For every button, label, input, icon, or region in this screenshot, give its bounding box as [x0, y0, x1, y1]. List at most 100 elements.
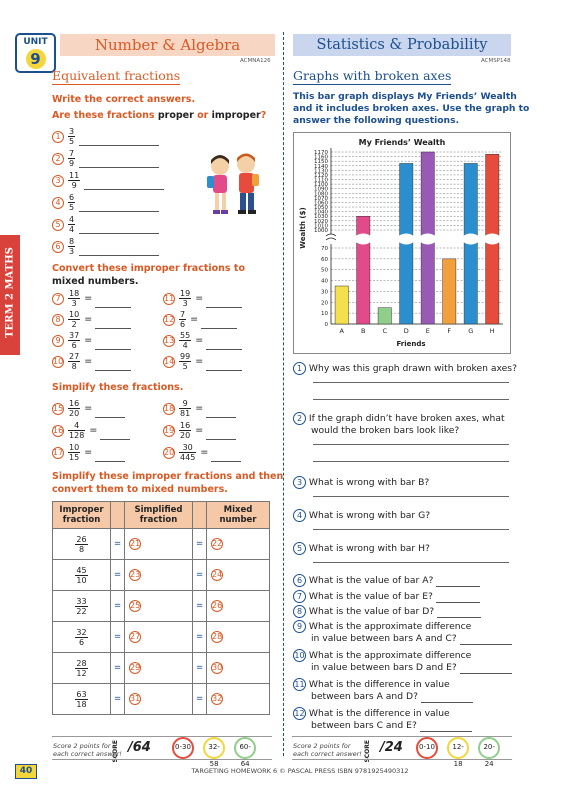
answer-line[interactable] [79, 244, 160, 256]
simplified-cell[interactable]: 23 [124, 559, 193, 591]
answer-line[interactable] [95, 338, 132, 350]
fraction: 33 22 [75, 597, 88, 616]
answer-line[interactable] [420, 693, 473, 703]
answer-line[interactable] [206, 338, 243, 350]
score-note-left-2: each correct answer! [53, 750, 122, 758]
answer-line[interactable] [84, 178, 165, 190]
question-number: 13 [163, 334, 175, 347]
question-text: What is the approximate difference [308, 621, 472, 632]
bar-b-lower [356, 241, 371, 325]
score-note-right: Score 2 points for each correct answer! [293, 742, 362, 758]
answer-number: 21 [129, 538, 141, 550]
eq-cell: = [192, 683, 207, 715]
question-number: 2 [52, 152, 64, 165]
answer-line[interactable] [95, 406, 126, 418]
fraction: 10 2 [68, 310, 81, 329]
score-note-right-1: Score 2 points for [293, 742, 351, 750]
bar-e-upper [420, 151, 435, 237]
eq-cell: = [192, 590, 207, 622]
answer-line[interactable] [313, 529, 509, 530]
answer-line[interactable] [95, 450, 126, 462]
simplified-cell[interactable]: 25 [124, 590, 193, 622]
denominator: 8 [71, 362, 77, 371]
mixed-cell[interactable]: 24 [206, 559, 270, 591]
proper-word: proper [157, 110, 194, 121]
question-text: What is wrong with bar G? [308, 510, 431, 521]
denominator: 20 [69, 409, 80, 418]
axis-break-mark [325, 233, 337, 241]
mixed-cell[interactable]: 26 [206, 590, 270, 622]
mixed-cell[interactable]: 28 [206, 621, 270, 653]
footer-credit: TARGETING HOMEWORK 6 © PASCAL PRESS ISBN… [191, 767, 409, 775]
simplified-cell[interactable]: 31 [124, 683, 193, 715]
answer-line[interactable] [419, 722, 472, 732]
answer-line[interactable] [79, 200, 160, 212]
eq-cell: = [192, 528, 207, 560]
chart-title: My Friends’ Wealth [359, 138, 446, 147]
y-tick-label: 0 [325, 322, 329, 328]
simplified-cell[interactable]: 29 [124, 652, 193, 684]
question-number: 9 [52, 334, 64, 347]
answer-line[interactable] [206, 359, 243, 371]
convert-question: 14 99 5 = [163, 352, 243, 371]
answer-line[interactable] [95, 296, 132, 308]
question-number: 1 [293, 362, 306, 375]
numerator: 4 [68, 421, 86, 431]
fraction: 37 6 [68, 331, 81, 350]
question-number: 11 [293, 678, 306, 691]
answer-line[interactable] [313, 562, 509, 563]
graph-question: 7 What is the value of bar E? [293, 590, 480, 603]
answer-line[interactable] [313, 399, 509, 400]
answer-number: 25 [129, 600, 141, 612]
answer-line[interactable] [201, 317, 238, 329]
question-number: 2 [293, 412, 306, 425]
proper-q: ? [260, 110, 267, 121]
intro-right-1: This bar graph displays My Friends’ Weal… [293, 91, 517, 102]
answer-line[interactable] [206, 428, 237, 440]
answer-line[interactable] [79, 222, 160, 234]
answer-line[interactable] [313, 461, 509, 462]
answer-line[interactable] [459, 664, 512, 674]
answer-line[interactable] [435, 593, 480, 603]
answer-line[interactable] [313, 496, 509, 497]
table-header-improper: Improper fraction [52, 501, 111, 529]
answer-line[interactable] [436, 577, 481, 587]
y-tick-label: 60 [321, 257, 328, 263]
bar-e-break [420, 233, 436, 245]
table-title-2: convert them to mixed numbers. [52, 484, 228, 495]
mixed-cell[interactable]: 32 [206, 683, 270, 715]
table-title-1: Simplify these improper fractions and th… [52, 471, 284, 482]
y-tick-label: 10 [321, 311, 328, 317]
answer-line[interactable] [211, 450, 242, 462]
answer-line[interactable] [313, 382, 509, 383]
eq-cell: = [110, 528, 125, 560]
question-number: 8 [293, 605, 306, 618]
mixed-cell[interactable]: 30 [206, 652, 270, 684]
answer-line[interactable] [95, 317, 132, 329]
answer-line[interactable] [79, 156, 160, 168]
answer-line[interactable] [206, 406, 237, 418]
score-total-right: /24 [380, 740, 403, 755]
answer-line[interactable] [313, 444, 509, 445]
question-number: 4 [293, 509, 306, 522]
y-tick-label: 20 [321, 300, 328, 306]
simplified-cell[interactable]: 21 [124, 528, 193, 560]
x-tick-label: H [490, 327, 495, 335]
simplify-title: Simplify these fractions. [52, 382, 184, 393]
eq-cell: = [110, 621, 125, 653]
answer-line[interactable] [437, 608, 482, 618]
mixed-cell[interactable]: 22 [206, 528, 270, 560]
simplified-cell[interactable]: 27 [124, 621, 193, 653]
answer-line[interactable] [459, 635, 512, 645]
question-text: What is wrong with bar B? [308, 477, 430, 488]
answer-line[interactable] [95, 359, 132, 371]
x-tick-label: F [447, 327, 451, 335]
answer-line[interactable] [206, 296, 243, 308]
answer-line[interactable] [100, 428, 131, 440]
answer-line[interactable] [79, 134, 160, 146]
table-row: 33 22 = 25 = 26 [52, 590, 270, 622]
fraction: 19 3 [179, 289, 192, 308]
